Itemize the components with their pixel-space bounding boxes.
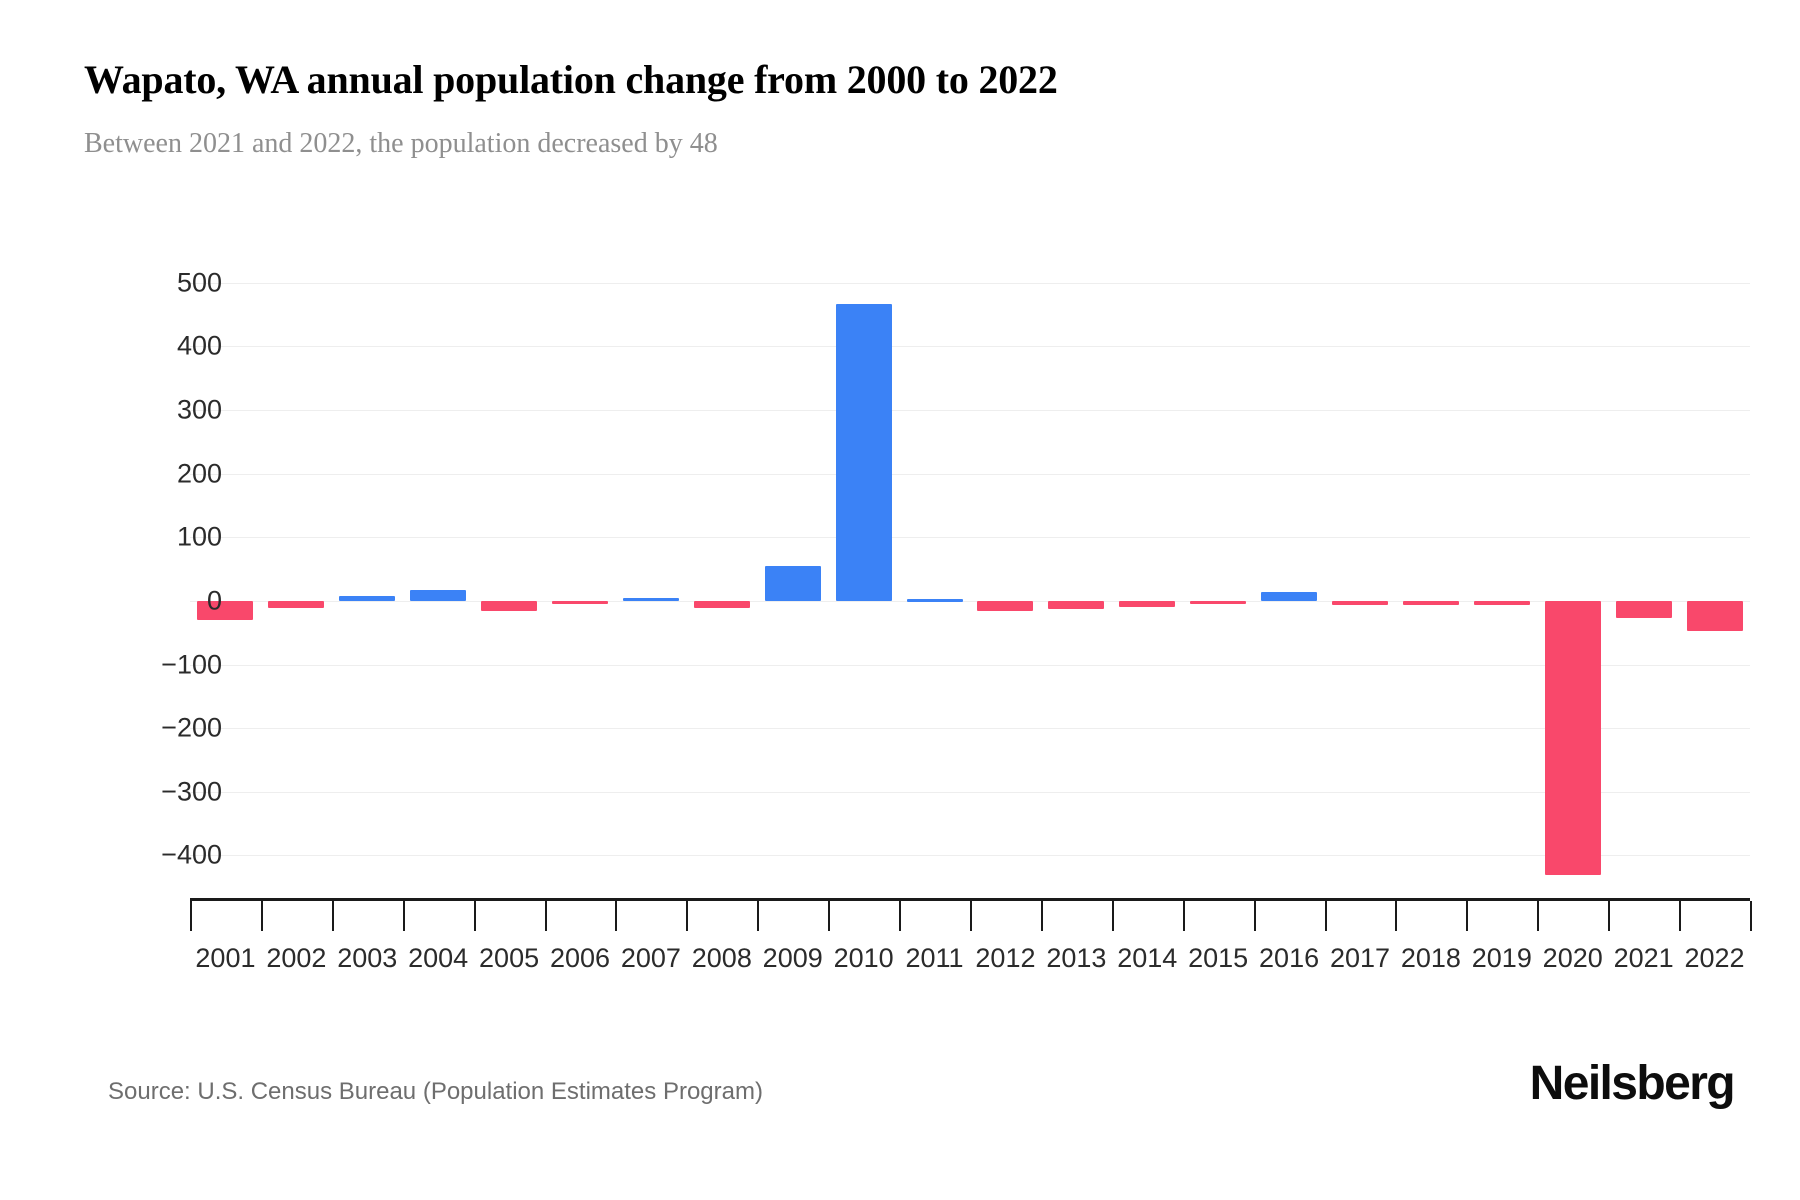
x-axis-tick xyxy=(544,901,547,931)
gridline xyxy=(190,664,1750,666)
page-subtitle: Between 2021 and 2022, the population de… xyxy=(84,128,718,159)
x-axis-tick xyxy=(686,901,689,931)
gridline xyxy=(190,728,1750,730)
x-axis-tick xyxy=(1040,901,1043,931)
x-axis-tick xyxy=(1324,901,1327,931)
bar-2017[interactable] xyxy=(1332,600,1388,606)
plot-area xyxy=(190,270,1750,900)
x-axis-tick xyxy=(1395,901,1398,931)
x-axis-tick xyxy=(615,901,618,931)
x-axis-tick xyxy=(1253,901,1256,931)
bar-2002[interactable] xyxy=(268,600,325,608)
x-axis-label-2019: 2019 xyxy=(1471,943,1532,973)
x-axis-label-2008: 2008 xyxy=(691,943,752,973)
x-axis-label-2004: 2004 xyxy=(408,943,469,973)
y-axis-tick-label: 200 xyxy=(176,458,222,489)
gridline xyxy=(190,537,1750,539)
x-axis-tick xyxy=(1466,901,1469,931)
bar-2011[interactable] xyxy=(906,599,963,602)
gridline xyxy=(190,791,1750,793)
bar-2003[interactable] xyxy=(339,595,396,601)
bar-2010[interactable] xyxy=(835,303,892,601)
bar-2005[interactable] xyxy=(481,600,538,612)
brand-logo: Neilsberg xyxy=(1529,1057,1736,1110)
y-axis-tick-label: 100 xyxy=(176,521,222,552)
bar-2019[interactable] xyxy=(1473,600,1530,605)
x-axis-label-2014: 2014 xyxy=(1117,943,1178,973)
x-axis-tick xyxy=(757,901,760,931)
x-axis-label-2007: 2007 xyxy=(620,943,681,973)
x-axis-tick xyxy=(331,901,334,931)
x-axis-label-2013: 2013 xyxy=(1046,943,1107,973)
bar-2001[interactable] xyxy=(197,600,254,620)
x-axis-tick xyxy=(1750,901,1752,931)
x-axis-label-2005: 2005 xyxy=(479,943,540,973)
x-axis-tick xyxy=(1679,901,1682,931)
x-axis-tick xyxy=(828,901,831,931)
bar-2014[interactable] xyxy=(1119,600,1176,608)
gridline xyxy=(190,282,1750,284)
x-axis-label-2006: 2006 xyxy=(549,943,611,973)
x-axis-tick xyxy=(1182,901,1185,931)
gridline xyxy=(190,410,1750,411)
y-axis-tick-label: −300 xyxy=(161,776,222,807)
bar-2018[interactable] xyxy=(1402,600,1459,605)
bar-2020[interactable] xyxy=(1544,600,1601,875)
gridline xyxy=(190,600,1750,602)
bar-2022[interactable] xyxy=(1686,600,1743,632)
x-axis-label-2022: 2022 xyxy=(1684,943,1745,973)
x-axis-label-2015: 2015 xyxy=(1188,943,1249,973)
bar-2013[interactable] xyxy=(1048,600,1105,610)
bar-2009[interactable] xyxy=(764,565,821,601)
bar-2015[interactable] xyxy=(1190,600,1247,604)
y-axis-tick-label: 500 xyxy=(176,267,222,298)
x-axis-label-2016: 2016 xyxy=(1259,943,1320,973)
bar-2006[interactable] xyxy=(552,600,608,604)
bar-2016[interactable] xyxy=(1261,592,1318,601)
y-axis-tick-label: −200 xyxy=(161,712,222,743)
x-axis-tick xyxy=(1608,901,1611,931)
bar-2012[interactable] xyxy=(977,600,1034,612)
x-axis-tick xyxy=(473,901,476,931)
x-axis-label-2018: 2018 xyxy=(1400,943,1461,973)
x-axis-tick xyxy=(899,901,902,931)
x-axis-tick xyxy=(970,901,972,931)
bar-series xyxy=(190,270,1750,900)
bar-2008[interactable] xyxy=(693,600,750,608)
x-axis-label-2012: 2012 xyxy=(975,943,1036,973)
bar-2021[interactable] xyxy=(1615,600,1672,619)
y-axis-tick-label: −100 xyxy=(161,649,222,680)
bar-2004[interactable] xyxy=(410,590,467,601)
y-axis-tick-label: 400 xyxy=(176,330,222,361)
x-axis-tick xyxy=(402,901,405,931)
bar-2007[interactable] xyxy=(622,597,679,601)
x-axis-label-2003: 2003 xyxy=(337,943,398,973)
y-axis-tick-label: 0 xyxy=(206,585,222,616)
x-axis-label-2011: 2011 xyxy=(905,943,964,973)
x-axis-tick xyxy=(1537,901,1540,931)
x-axis-label-2010: 2010 xyxy=(833,943,894,973)
y-axis-tick-label: −400 xyxy=(161,839,222,870)
gridline xyxy=(190,346,1750,348)
x-axis-label-2001: 2001 xyxy=(195,943,256,973)
x-axis-label-2009: 2009 xyxy=(762,943,823,973)
x-axis-label-2002: 2002 xyxy=(266,943,327,973)
gridline xyxy=(190,855,1750,857)
gridline xyxy=(190,473,1750,475)
source-note: Source: U.S. Census Bureau (Population E… xyxy=(108,1078,763,1105)
y-axis-tick-label: 300 xyxy=(176,394,222,425)
x-axis-label-2020: 2020 xyxy=(1542,943,1603,973)
page-title: Wapato, WA annual population change from… xyxy=(84,57,1058,102)
x-axis-label-2021: 2021 xyxy=(1613,943,1674,973)
x-axis-tick xyxy=(260,901,263,931)
x-axis-line xyxy=(190,898,1750,901)
x-axis-label-2017: 2017 xyxy=(1329,943,1391,973)
x-axis-tick xyxy=(1111,901,1114,931)
x-axis-tick xyxy=(190,901,192,931)
